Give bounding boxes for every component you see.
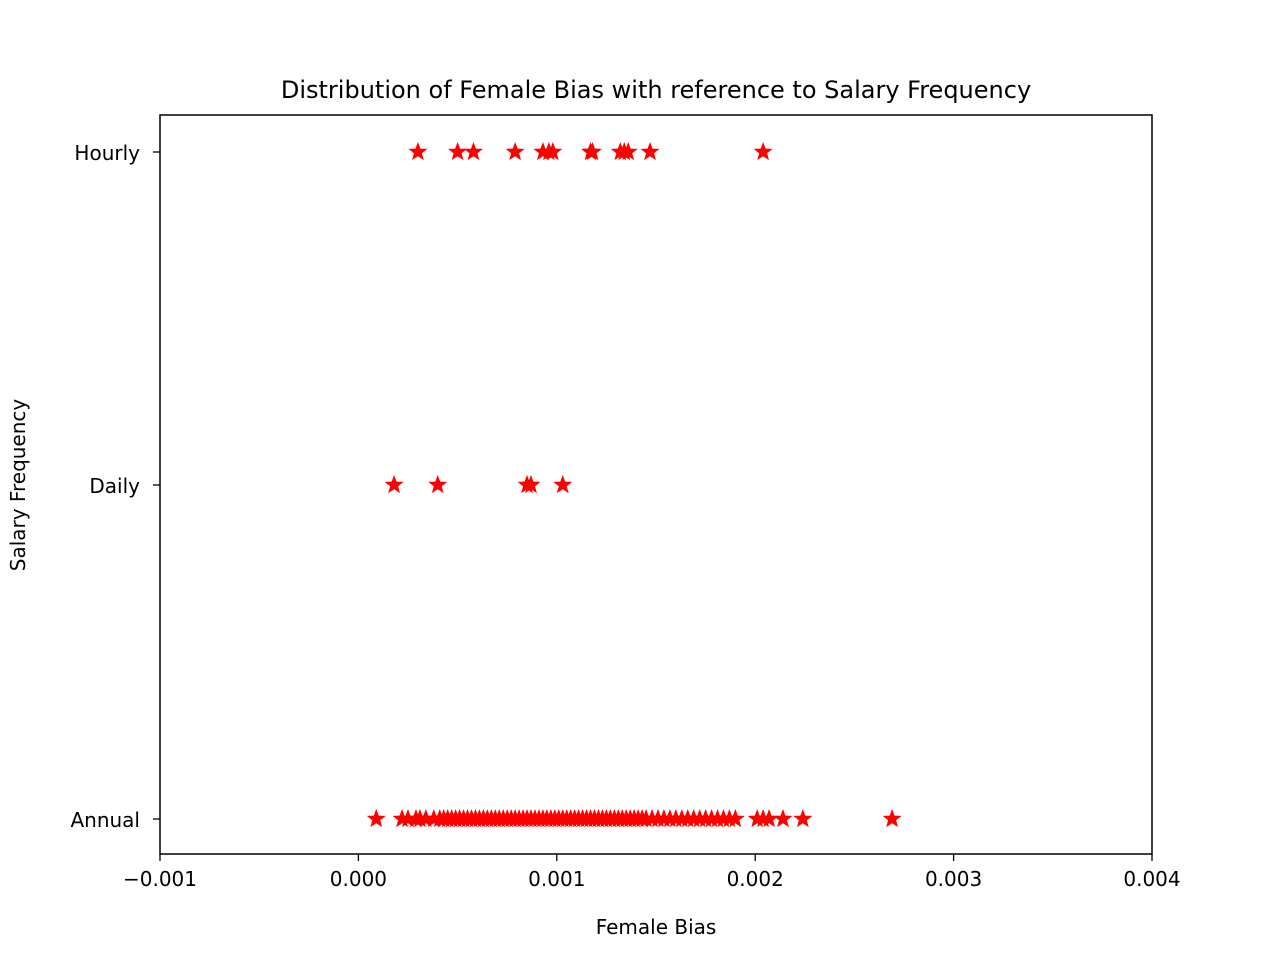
x-tick-label: 0.000 (330, 867, 387, 891)
data-point (583, 142, 603, 161)
data-point (793, 809, 813, 828)
data-point (773, 809, 793, 828)
y-tick-label: Annual (70, 808, 140, 832)
data-point (398, 809, 418, 828)
data-point (463, 142, 483, 161)
data-point (408, 142, 428, 161)
x-tick-label: −0.001 (123, 867, 197, 891)
data-point (543, 142, 563, 161)
x-tick-label: 0.004 (1123, 867, 1180, 891)
x-axis-label: Female Bias (596, 915, 717, 939)
data-point (753, 142, 773, 161)
x-tick-label: 0.002 (727, 867, 784, 891)
x-tick-label: 0.003 (925, 867, 982, 891)
data-point (640, 142, 660, 161)
data-point (448, 142, 468, 161)
y-tick-label: Hourly (74, 141, 140, 165)
data-point (759, 809, 779, 828)
y-axis: Annual Daily Hourly (70, 141, 160, 832)
chart-title: Distribution of Female Bias with referen… (281, 76, 1031, 104)
data-point (505, 142, 525, 161)
data-point (725, 809, 745, 828)
data-point (882, 809, 902, 828)
data-point (384, 475, 404, 494)
points-layer (366, 142, 902, 828)
data-point (618, 142, 638, 161)
x-tick-label: 0.001 (528, 867, 585, 891)
data-point (553, 475, 573, 494)
data-point (521, 475, 541, 494)
y-tick-label: Daily (89, 474, 140, 498)
data-point (366, 809, 386, 828)
data-point (428, 475, 448, 494)
data-point (416, 809, 436, 828)
x-axis: −0.001 0.000 0.001 0.002 0.003 0.004 (123, 854, 1181, 891)
y-axis-label: Salary Frequency (6, 399, 30, 572)
